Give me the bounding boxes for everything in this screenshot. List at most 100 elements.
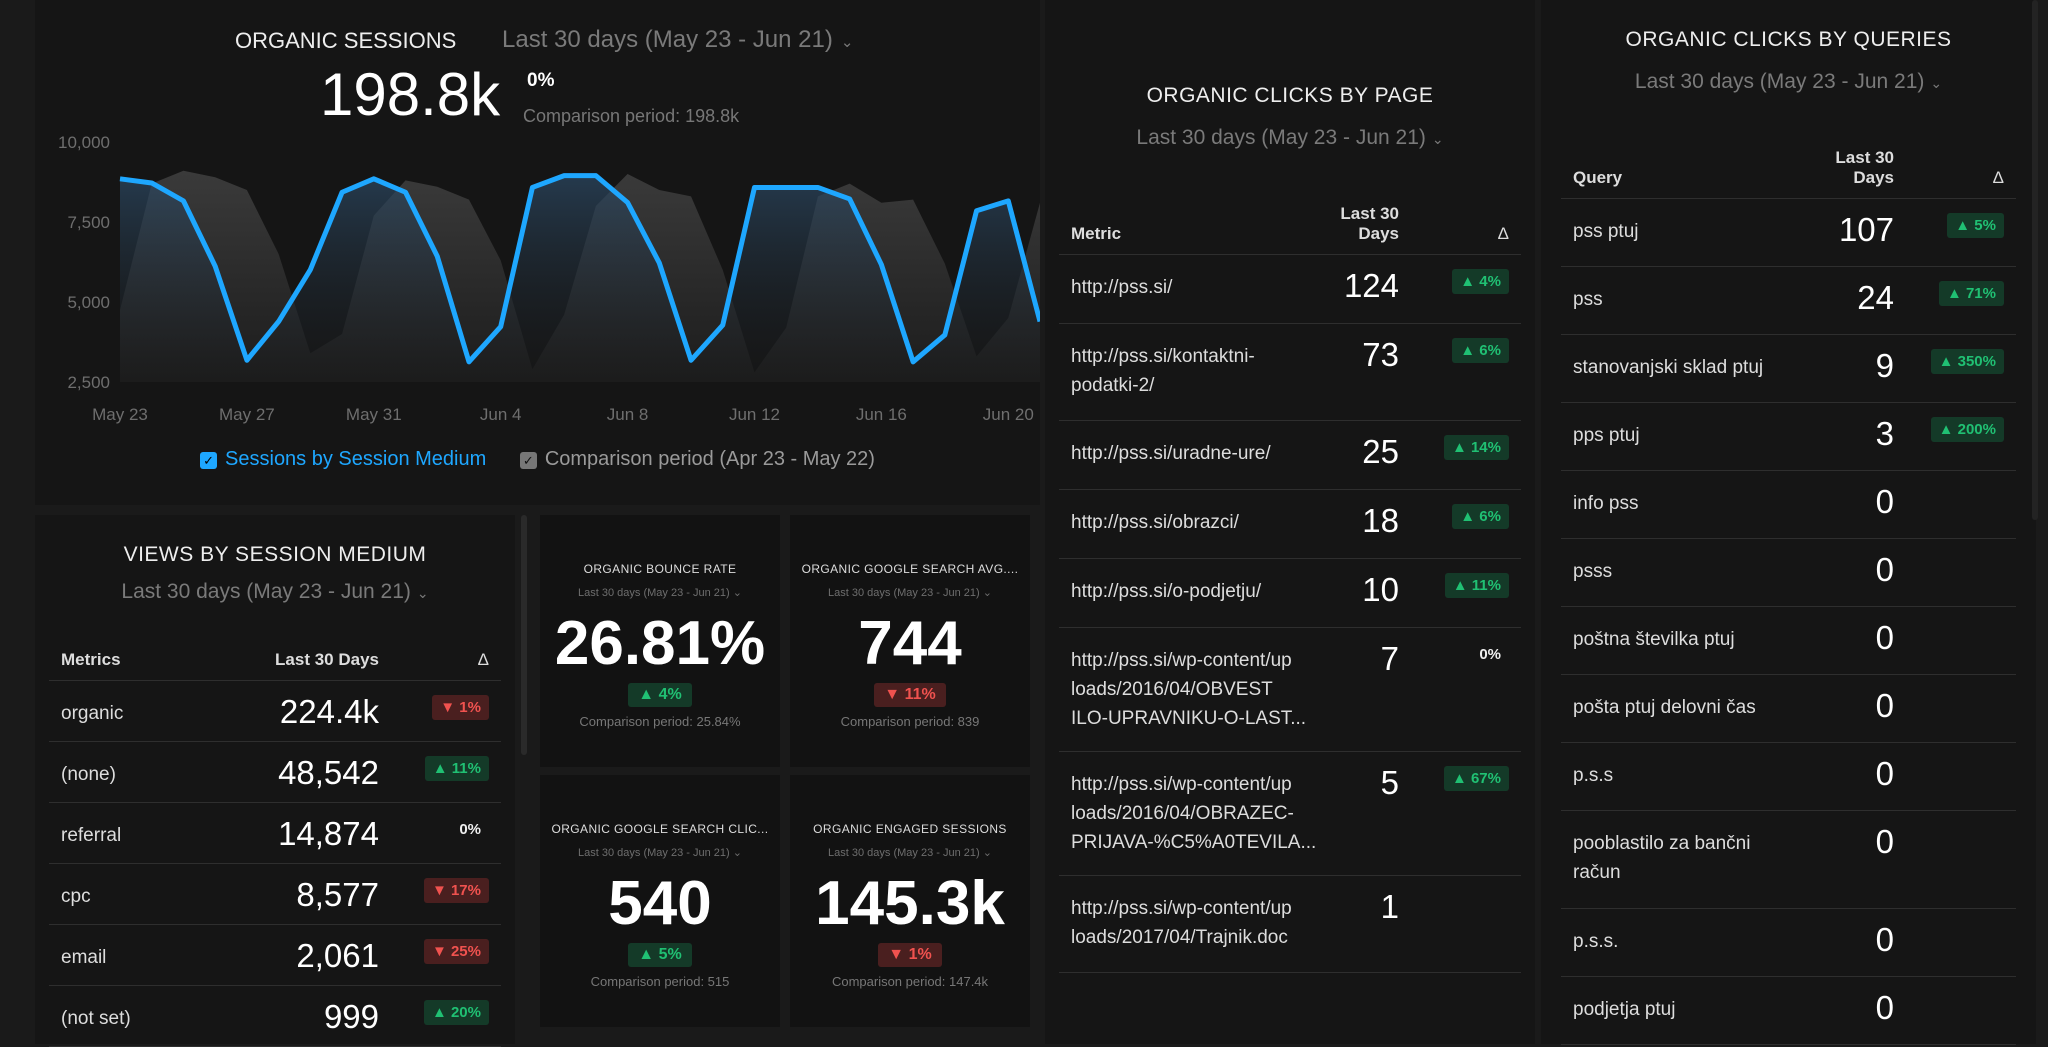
kpi-card: ORGANIC GOOGLE SEARCH AVG.... Last 30 day… (790, 515, 1030, 767)
chart-legend: ✓Sessions by Session Medium ✓Comparison … (35, 448, 1040, 471)
delta-badge: ▼ 25% (424, 939, 489, 964)
column-header[interactable]: Last 30 Days (1328, 198, 1411, 254)
table-row[interactable]: (not set)999▲ 20% (49, 985, 501, 1046)
table-row[interactable]: http://pss.si/uradne-ure/25▲ 14% (1059, 420, 1521, 489)
kpi-value: 26.81% (540, 611, 780, 677)
table-row[interactable]: http://pss.si/obrazci/18▲ 6% (1059, 489, 1521, 558)
legend-label: Sessions by Session Medium (225, 448, 486, 470)
column-header[interactable]: Last 30 Days (194, 640, 391, 680)
row-value: 8,577 (194, 863, 391, 924)
table-row[interactable]: http://pss.si/124▲ 4% (1059, 254, 1521, 323)
table-row[interactable]: (none)48,542▲ 11% (49, 741, 501, 802)
row-delta: ▼ 25% (391, 924, 501, 985)
row-label: http://pss.si/kontaktni- podatki-2/ (1059, 323, 1328, 420)
row-value: 3 (1810, 402, 1906, 470)
row-value: 2,061 (194, 924, 391, 985)
kpi-comparison: Comparison period: 839 (790, 714, 1030, 729)
y-tick-label: 7,500 (67, 213, 110, 232)
row-delta: ▲ 67% (1411, 751, 1521, 875)
column-header[interactable]: Δ (391, 640, 501, 680)
kpi-date-select[interactable]: Last 30 days (May 23 - Jun 21) ⌄ (790, 586, 1030, 599)
delta-badge: ▲ 200% (1931, 417, 2004, 442)
column-header[interactable]: Query (1561, 142, 1810, 198)
kpi-title: ORGANIC BOUNCE RATE (540, 562, 780, 576)
sessions-date-select[interactable]: Last 30 days (May 23 - Jun 21)⌄ (502, 26, 853, 54)
table-row[interactable]: http://pss.si/kontaktni- podatki-2/73▲ 6… (1059, 323, 1521, 420)
row-label: pošta ptuj delovni čas (1561, 674, 1810, 742)
kpi-change-badge: ▼ 1% (878, 943, 941, 967)
row-label: http://pss.si/ (1059, 254, 1328, 323)
row-value: 5 (1328, 751, 1411, 875)
x-tick-label: Jun 12 (729, 405, 780, 424)
row-value: 0 (1810, 674, 1906, 742)
row-value: 124 (1328, 254, 1411, 323)
table-row[interactable]: http://pss.si/o-podjetju/10▲ 11% (1059, 558, 1521, 627)
delta-badge: ▼ 1% (432, 695, 489, 720)
table-row[interactable]: http://pss.si/wp-content/up loads/2016/0… (1059, 627, 1521, 751)
chevron-down-icon: ⌄ (980, 587, 992, 599)
kpi-value: 744 (790, 611, 1030, 677)
column-header[interactable]: Last 30 Days (1810, 142, 1906, 198)
kpi-title: ORGANIC GOOGLE SEARCH AVG.... (790, 562, 1030, 576)
delta-badge: ▲ 11% (1445, 573, 1509, 598)
kpi-card: ORGANIC ENGAGED SESSIONS Last 30 days (Ma… (790, 775, 1030, 1027)
row-label: cpc (49, 863, 194, 924)
scrollbar[interactable] (2032, 0, 2038, 520)
row-value: 0 (1810, 908, 1906, 976)
legend-item-sessions[interactable]: ✓Sessions by Session Medium (200, 448, 486, 470)
kpi-card: ORGANIC BOUNCE RATE Last 30 days (May 23 … (540, 515, 780, 767)
kpi-title: ORGANIC GOOGLE SEARCH CLIC... (540, 822, 780, 836)
row-delta (1906, 538, 2016, 606)
row-delta (1906, 976, 2016, 1044)
date-label: Last 30 days (May 23 - Jun 21) (828, 587, 980, 599)
pages-date-select[interactable]: Last 30 days (May 23 - Jun 21)⌄ (1045, 126, 1535, 150)
delta-badge: ▲ 6% (1452, 504, 1509, 529)
scrollbar[interactable] (521, 515, 527, 755)
row-value: 0 (1810, 810, 1906, 908)
table-row[interactable]: p.s.s.0 (1561, 908, 2016, 976)
kpi-date-select[interactable]: Last 30 days (May 23 - Jun 21) ⌄ (540, 586, 780, 599)
column-header[interactable]: Metrics (49, 640, 194, 680)
row-value: 14,874 (194, 802, 391, 863)
legend-item-comparison[interactable]: ✓Comparison period (Apr 23 - May 22) (520, 448, 875, 470)
delta-badge: ▲ 14% (1444, 435, 1509, 460)
kpi-title: ORGANIC ENGAGED SESSIONS (790, 822, 1030, 836)
chevron-down-icon: ⌄ (730, 587, 742, 599)
kpi-date-select[interactable]: Last 30 days (May 23 - Jun 21) ⌄ (790, 846, 1030, 859)
row-delta: ▲ 14% (1411, 420, 1521, 489)
column-header[interactable]: Δ (1411, 198, 1521, 254)
row-label: psss (1561, 538, 1810, 606)
kpi-date-select[interactable]: Last 30 days (May 23 - Jun 21) ⌄ (540, 846, 780, 859)
column-header[interactable]: Δ (1906, 142, 2016, 198)
date-label: Last 30 days (May 23 - Jun 21) (502, 26, 833, 53)
row-delta (1906, 742, 2016, 810)
column-header[interactable]: Metric (1059, 198, 1328, 254)
views-date-select[interactable]: Last 30 days (May 23 - Jun 21)⌄ (35, 580, 515, 604)
table-row[interactable]: http://pss.si/wp-content/up loads/2017/0… (1059, 875, 1521, 972)
row-value: 224.4k (194, 680, 391, 741)
queries-date-select[interactable]: Last 30 days (May 23 - Jun 21)⌄ (1541, 70, 2036, 94)
row-value: 73 (1328, 323, 1411, 420)
table-row[interactable]: http://pss.si/wp-content/up loads/2016/0… (1059, 751, 1521, 875)
x-tick-label: May 27 (219, 405, 275, 424)
organic-sessions-panel: ORGANIC SESSIONS Last 30 days (May 23 - … (35, 0, 1040, 505)
row-label: http://pss.si/uradne-ure/ (1059, 420, 1328, 489)
delta-badge: ▲ 5% (1947, 213, 2004, 238)
row-delta: ▲ 6% (1411, 323, 1521, 420)
